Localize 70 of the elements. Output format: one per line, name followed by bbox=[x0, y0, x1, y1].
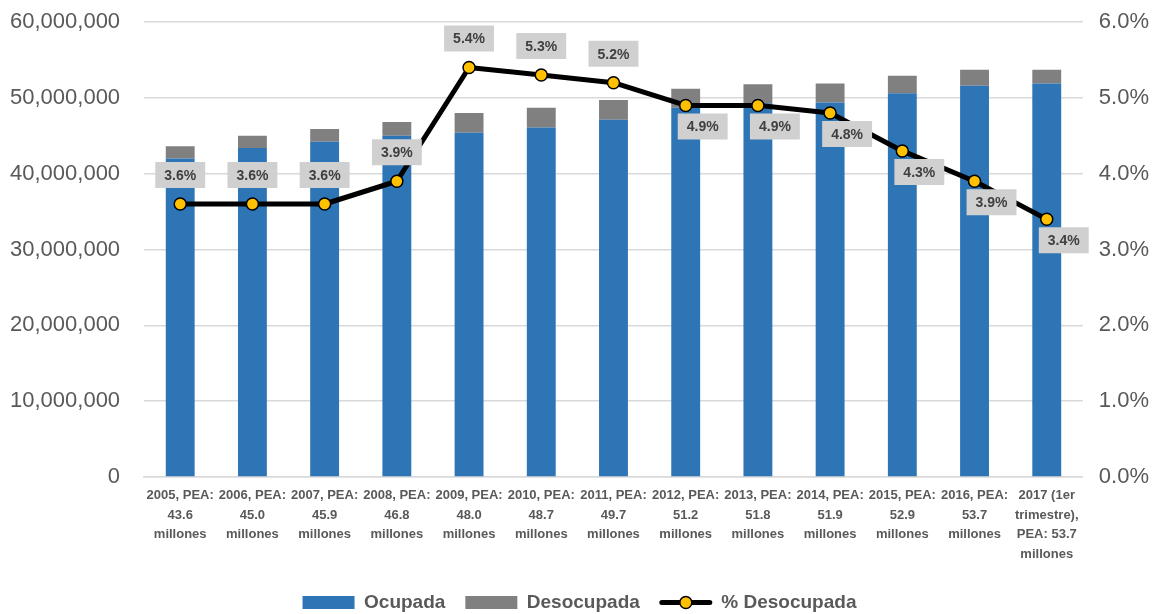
y-tick-label: 20,000,000 bbox=[10, 311, 121, 337]
bar bbox=[237, 135, 267, 148]
bar bbox=[1032, 69, 1062, 84]
x-tick-label: 2008, PEA: 46.8 millones bbox=[363, 487, 431, 542]
data-label: 4.9% bbox=[686, 118, 720, 135]
y2-tick-label: 1.0% bbox=[1098, 387, 1150, 413]
y-tick-label: 30,000,000 bbox=[10, 235, 121, 261]
data-label: 3.6% bbox=[236, 166, 269, 183]
y2-tick-label: 3.0% bbox=[1098, 235, 1150, 261]
data-label: 5.3% bbox=[525, 37, 558, 54]
bar bbox=[599, 100, 628, 120]
y-tick-label: 10,000,000 bbox=[10, 387, 121, 413]
y-tick-label: 0 bbox=[107, 463, 121, 489]
point bbox=[317, 197, 332, 211]
x-tick-label: 2015, PEA: 52.9 millones bbox=[868, 487, 936, 542]
bar bbox=[382, 122, 412, 136]
bar bbox=[454, 113, 484, 133]
bar bbox=[887, 75, 917, 94]
bar bbox=[815, 83, 845, 103]
x-tick-label: 2014, PEA: 51.9 millones bbox=[796, 487, 864, 542]
data-label: 4.8% bbox=[831, 125, 864, 142]
data-label: 3.9% bbox=[380, 144, 414, 161]
x-tick-label: 2012, PEA: 51.2 millones bbox=[652, 487, 720, 542]
data-label: 5.2% bbox=[597, 45, 630, 62]
x-tick-label: 2017 (1er trimestre), PEA: 53.7 millones bbox=[1014, 487, 1079, 561]
point bbox=[390, 174, 404, 188]
y-tick-label: 40,000,000 bbox=[10, 159, 121, 185]
point bbox=[534, 68, 549, 82]
data-label: 3.6% bbox=[308, 166, 342, 183]
bar bbox=[599, 119, 628, 477]
x-tick-label: 2011, PEA: 49.7 millones bbox=[580, 487, 647, 542]
data-label: 5.4% bbox=[453, 30, 486, 47]
point bbox=[751, 98, 765, 113]
x-tick-label: 2016, PEA: 53.7 millones bbox=[940, 487, 1009, 542]
point bbox=[173, 197, 187, 211]
x-tick-label: 2010, PEA: 48.7 millones bbox=[507, 487, 575, 542]
x-tick-label: 2006, PEA: 45.0 millones bbox=[218, 487, 287, 542]
data-label: 3.6% bbox=[164, 166, 197, 183]
bar bbox=[165, 146, 195, 159]
data-label: 4.9% bbox=[758, 118, 792, 135]
x-tick-label: 2005, PEA: 43.6 millones bbox=[146, 487, 214, 542]
legend-label: % Desocupada bbox=[721, 590, 857, 612]
y2-tick-label: 4.0% bbox=[1098, 159, 1150, 185]
legend-label: Ocupada bbox=[364, 590, 446, 612]
y2-tick-label: 5.0% bbox=[1098, 83, 1150, 109]
point bbox=[245, 197, 260, 211]
bar bbox=[454, 132, 484, 477]
bar bbox=[743, 84, 773, 104]
x-tick-label: 2009, PEA: 48.0 millones bbox=[435, 487, 503, 542]
y2-tick-label: 2.0% bbox=[1098, 311, 1150, 337]
bar bbox=[526, 107, 556, 128]
point bbox=[462, 60, 476, 75]
point bbox=[895, 144, 910, 158]
data-label: 3.4% bbox=[1047, 232, 1081, 249]
point bbox=[823, 106, 837, 120]
legend-label: Desocupada bbox=[526, 590, 641, 612]
bar bbox=[310, 128, 340, 142]
point bbox=[1040, 212, 1054, 226]
data-label: 3.9% bbox=[975, 194, 1009, 211]
y-tick-label: 60,000,000 bbox=[10, 8, 121, 34]
point bbox=[606, 75, 621, 90]
bar bbox=[960, 69, 989, 86]
bar bbox=[526, 127, 556, 477]
point bbox=[967, 174, 982, 188]
x-tick-label: 2007, PEA: 45.9 millones bbox=[291, 487, 359, 542]
x-tick-label: 2013, PEA: 51.8 millones bbox=[724, 487, 792, 542]
y2-tick-label: 0.0% bbox=[1098, 463, 1150, 489]
y2-tick-label: 6.0% bbox=[1098, 8, 1150, 34]
data-label: 4.3% bbox=[903, 163, 936, 180]
y-tick-label: 50,000,000 bbox=[10, 83, 121, 109]
